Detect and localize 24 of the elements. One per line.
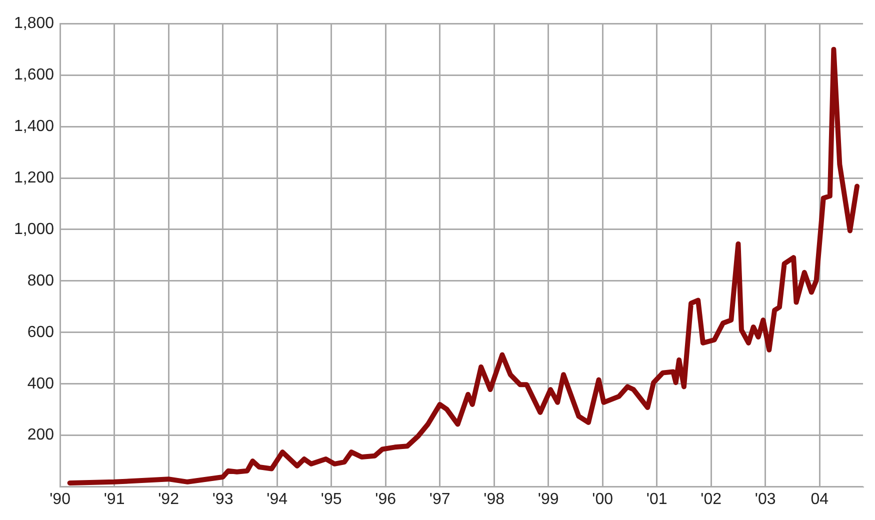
x-tick-label: 04 bbox=[810, 490, 829, 508]
y-tick-label: 1,000 bbox=[14, 220, 54, 238]
x-tick-label: '94 bbox=[266, 490, 288, 508]
y-tick-label: 1,800 bbox=[14, 15, 54, 32]
x-tick-label: '95 bbox=[320, 490, 342, 508]
x-tick-label: '00 bbox=[592, 490, 614, 508]
x-tick-label: '98 bbox=[484, 490, 505, 508]
x-tick-label: '01 bbox=[646, 490, 668, 508]
x-tick-label: '99 bbox=[538, 490, 559, 508]
x-tick-label: '92 bbox=[158, 490, 180, 508]
y-tick-label: 400 bbox=[27, 375, 54, 392]
y-tick-label: 1,600 bbox=[14, 66, 54, 84]
y-tick-label: 1,200 bbox=[14, 169, 54, 186]
x-tick-label: '90 bbox=[50, 490, 71, 508]
x-tick-label: '97 bbox=[429, 490, 450, 508]
y-tick-label: 1,400 bbox=[14, 118, 54, 135]
x-tick-label: '91 bbox=[104, 490, 125, 508]
y-tick-label: 600 bbox=[27, 324, 54, 341]
y-tick-label: 200 bbox=[27, 426, 54, 444]
y-tick-label: 800 bbox=[27, 272, 54, 290]
x-tick-label: '93 bbox=[212, 490, 234, 508]
x-tick-label: '96 bbox=[375, 490, 396, 508]
x-tick-label: '02 bbox=[700, 490, 722, 508]
x-tick-label: '03 bbox=[754, 490, 776, 508]
